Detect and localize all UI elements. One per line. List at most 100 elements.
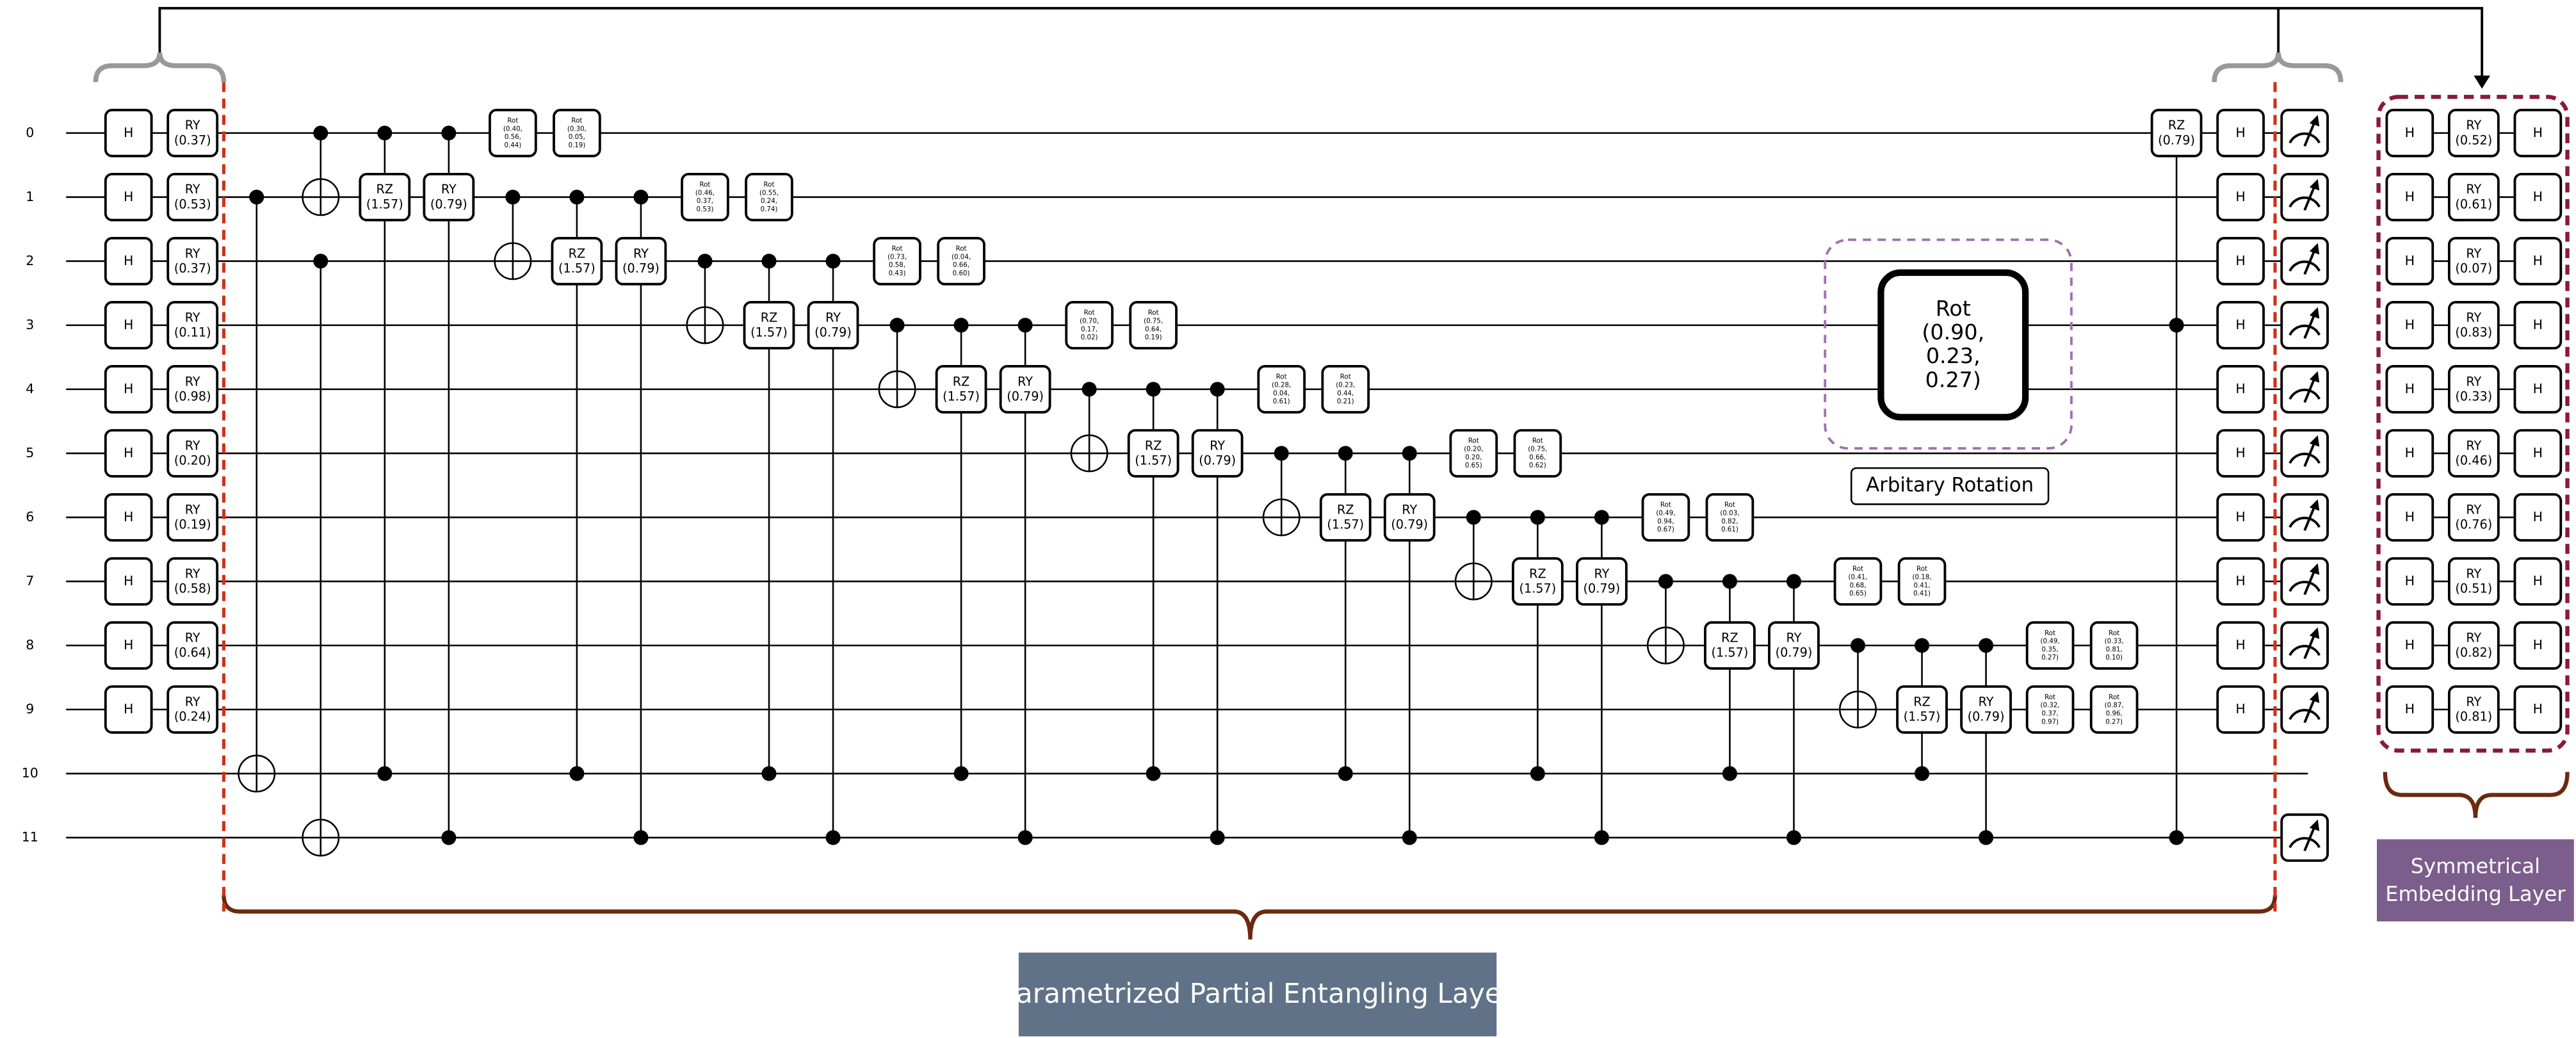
gate-label: H xyxy=(2533,125,2543,140)
gate xyxy=(1641,493,1690,542)
gate xyxy=(553,108,601,158)
gate-label: H xyxy=(2533,701,2543,717)
gate-label-line: 0.53) xyxy=(697,206,714,213)
gate-label-line: (0.32, xyxy=(2041,702,2060,710)
gate-label-line: (0.81) xyxy=(2455,709,2492,724)
gate-label-line: (0.07) xyxy=(2455,261,2492,275)
gate-label: Rot (0.32, 0.37, 0.97) xyxy=(2041,693,2060,726)
gate-label-line: 0.02) xyxy=(1081,334,1098,341)
gate-label: Rot (0.28, 0.04, 0.61) xyxy=(1272,373,1291,405)
gate-label-line: RY xyxy=(633,246,649,261)
gate xyxy=(807,301,859,350)
gate-label-line: RY xyxy=(185,694,200,709)
gate xyxy=(2216,429,2265,478)
gate-label-line: RY xyxy=(185,438,200,453)
gate-label-line: H xyxy=(124,381,133,396)
gate-label: H xyxy=(2235,317,2245,332)
gate-label-line: (0.04, xyxy=(952,253,971,261)
cnot-target xyxy=(1071,435,1108,472)
gate-label-line: RZ xyxy=(953,374,970,389)
gate-label-line: Rot xyxy=(1916,565,1927,573)
gate-label-line: Rot xyxy=(507,117,518,125)
gate xyxy=(2447,172,2500,222)
gate xyxy=(615,236,667,286)
control-dot xyxy=(1210,382,1225,397)
gate-label: H xyxy=(2405,381,2415,396)
gate-label-line: (0.20, xyxy=(1464,445,1483,453)
gate-label-line: (0.41, xyxy=(1848,574,1867,581)
gate-label: H xyxy=(2235,381,2245,396)
layer-label: Parametrized Partial Entangling Layer xyxy=(1001,978,1513,1009)
gate-label-line: RY xyxy=(1017,374,1033,389)
gate xyxy=(166,685,219,734)
gate-label: H xyxy=(2533,445,2543,460)
cnot-target xyxy=(494,243,531,280)
gate xyxy=(2513,685,2563,734)
gate-label-line: 0.27) xyxy=(1925,367,1981,392)
gate-label-line: H xyxy=(2235,445,2245,460)
gate-label-line: (0.82) xyxy=(2455,645,2492,660)
gate xyxy=(2385,108,2434,158)
gate-label-line: RY xyxy=(1402,502,1417,517)
gate-label-line: (1.57) xyxy=(1519,581,1556,596)
control-dot xyxy=(1979,638,1994,653)
gate-label-line: RY xyxy=(2466,694,2481,709)
gate xyxy=(1191,429,1243,478)
gate-label: RY (0.79) xyxy=(1776,630,1813,660)
gate-label: H xyxy=(124,253,133,268)
gate xyxy=(2216,172,2265,222)
gate-label-line: 0.21) xyxy=(1337,398,1354,405)
gate-label-line: (0.75, xyxy=(1528,445,1547,453)
gate-label: Rot (0.03, 0.82, 0.61) xyxy=(1720,501,1739,533)
gate-label-line: (0.79) xyxy=(1776,645,1813,660)
gate-label-line: (0.79) xyxy=(1199,453,1236,467)
gate-label-line: (0.75, xyxy=(1144,317,1163,325)
gate-label: H xyxy=(2405,445,2415,460)
control-dot xyxy=(1146,382,1161,397)
gate-label-line: RY xyxy=(1210,438,1225,453)
gate-label: H xyxy=(124,317,133,332)
control-dot xyxy=(1210,830,1225,845)
gate-label-line: H xyxy=(2235,381,2245,396)
gate-label-line: 0.43) xyxy=(889,270,906,277)
gate-label: Rot (0.18, 0.41, 0.41) xyxy=(1912,565,1931,597)
gate-label: Rot (0.75, 0.64, 0.19) xyxy=(1144,309,1163,341)
gate-label-line: H xyxy=(2533,509,2543,524)
gate xyxy=(2513,172,2563,222)
gate-label: Rot (0.49, 0.94, 0.67) xyxy=(1656,501,1675,533)
gate-label-line: (0.73, xyxy=(887,253,907,261)
measurement xyxy=(2309,563,2320,575)
control-dot xyxy=(825,830,841,845)
control-dot xyxy=(1017,830,1033,845)
gate-label: RY (0.19) xyxy=(174,502,211,531)
gate-label-line: RY xyxy=(1594,566,1609,581)
gate-label: RY (0.79) xyxy=(1391,502,1428,531)
control-dot xyxy=(377,126,393,141)
feedback-line xyxy=(158,6,2484,83)
gate xyxy=(2513,365,2563,414)
gate xyxy=(999,365,1051,414)
gate xyxy=(2385,301,2434,350)
gate xyxy=(166,429,219,478)
gate-label-line: (0.37) xyxy=(174,261,211,275)
control-dot xyxy=(889,318,905,333)
control-dot xyxy=(1274,446,1289,461)
gate-label-line: Rot xyxy=(2045,693,2055,701)
gate-label-line: 0.41, xyxy=(1913,581,1930,589)
gate-label-line: (0.11) xyxy=(174,325,211,339)
wire-label: 7 xyxy=(26,573,34,588)
control-dot xyxy=(1722,766,1737,781)
gate-label-line: H xyxy=(2235,637,2245,653)
gate-label-line: H xyxy=(2405,637,2415,653)
gate-label: RY (0.33) xyxy=(2455,374,2492,403)
arrowhead xyxy=(2474,75,2490,89)
gate-label: RY (0.98) xyxy=(174,374,211,403)
wire-label: 9 xyxy=(26,701,34,717)
gate-label: Rot (0.75, 0.66, 0.62) xyxy=(1528,437,1547,469)
control-dot xyxy=(1786,830,1802,845)
gate-label: H xyxy=(2405,189,2415,204)
gate-label-line: (0.61) xyxy=(2455,197,2492,211)
gate-label: H xyxy=(2405,701,2415,717)
gate-label-line: H xyxy=(2235,189,2245,204)
